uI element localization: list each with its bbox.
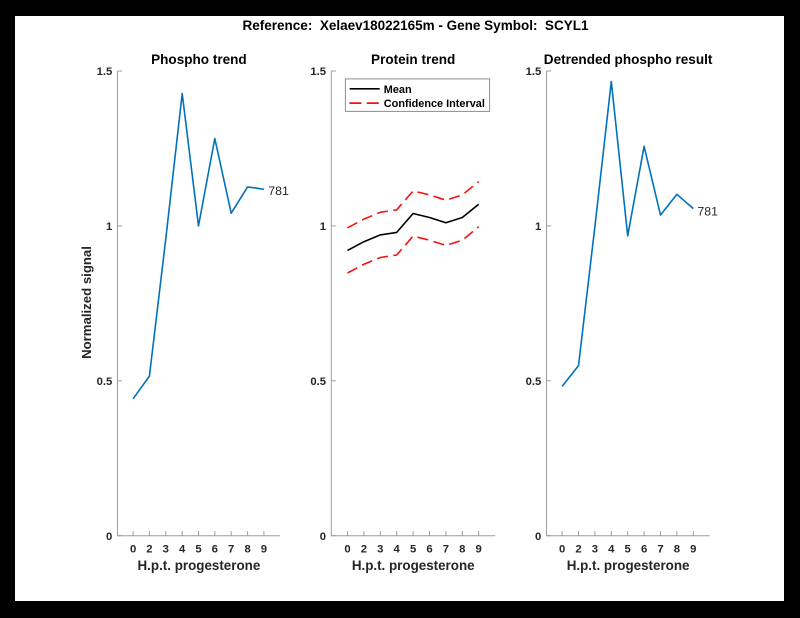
svg-text:5: 5 (410, 544, 416, 556)
svg-text:2: 2 (575, 544, 581, 556)
svg-text:781: 781 (697, 204, 718, 218)
svg-text:0: 0 (535, 531, 541, 543)
svg-text:Reference: Xelaev18022165m -: Reference: Xelaev18022165m - Gene Symbol… (243, 18, 589, 33)
svg-text:7: 7 (228, 544, 234, 556)
svg-text:0.5: 0.5 (97, 376, 113, 388)
svg-text:4: 4 (179, 544, 186, 556)
svg-text:0: 0 (320, 531, 326, 543)
svg-text:5: 5 (195, 544, 201, 556)
svg-text:1: 1 (320, 221, 326, 233)
svg-text:1: 1 (106, 221, 112, 233)
svg-text:3: 3 (592, 544, 598, 556)
svg-text:6: 6 (426, 544, 432, 556)
svg-text:1.5: 1.5 (97, 66, 113, 78)
svg-text:4: 4 (394, 544, 401, 556)
svg-text:2: 2 (146, 544, 152, 556)
svg-text:Confidence Interval: Confidence Interval (384, 98, 485, 110)
svg-text:1: 1 (535, 221, 541, 233)
svg-text:6: 6 (641, 544, 647, 556)
svg-text:4: 4 (608, 544, 615, 556)
svg-text:8: 8 (674, 544, 680, 556)
svg-text:1.5: 1.5 (310, 66, 326, 78)
svg-text:9: 9 (261, 544, 267, 556)
svg-text:H.p.t. progesterone: H.p.t. progesterone (138, 558, 261, 573)
svg-text:Normalized signal: Normalized signal (79, 246, 94, 359)
svg-text:Mean: Mean (384, 84, 412, 96)
svg-text:Detrended phospho result: Detrended phospho result (544, 52, 713, 67)
svg-text:5: 5 (625, 544, 631, 556)
svg-text:0.5: 0.5 (526, 376, 542, 388)
svg-text:H.p.t. progesterone: H.p.t. progesterone (567, 558, 690, 573)
svg-text:3: 3 (377, 544, 383, 556)
svg-text:3: 3 (163, 544, 169, 556)
svg-text:6: 6 (212, 544, 218, 556)
svg-text:1.5: 1.5 (526, 66, 542, 78)
svg-text:8: 8 (244, 544, 250, 556)
svg-text:0.5: 0.5 (310, 376, 326, 388)
svg-text:0: 0 (559, 544, 565, 556)
svg-text:2: 2 (361, 544, 367, 556)
svg-text:8: 8 (459, 544, 465, 556)
svg-text:0: 0 (106, 531, 112, 543)
svg-text:0: 0 (130, 544, 136, 556)
svg-text:7: 7 (443, 544, 449, 556)
svg-text:0: 0 (344, 544, 350, 556)
svg-text:Phospho trend: Phospho trend (151, 52, 247, 67)
svg-text:9: 9 (476, 544, 482, 556)
svg-text:781: 781 (268, 184, 289, 198)
svg-text:7: 7 (657, 544, 663, 556)
svg-text:9: 9 (690, 544, 696, 556)
svg-text:H.p.t. progesterone: H.p.t. progesterone (352, 558, 475, 573)
svg-text:Protein trend: Protein trend (371, 52, 455, 67)
